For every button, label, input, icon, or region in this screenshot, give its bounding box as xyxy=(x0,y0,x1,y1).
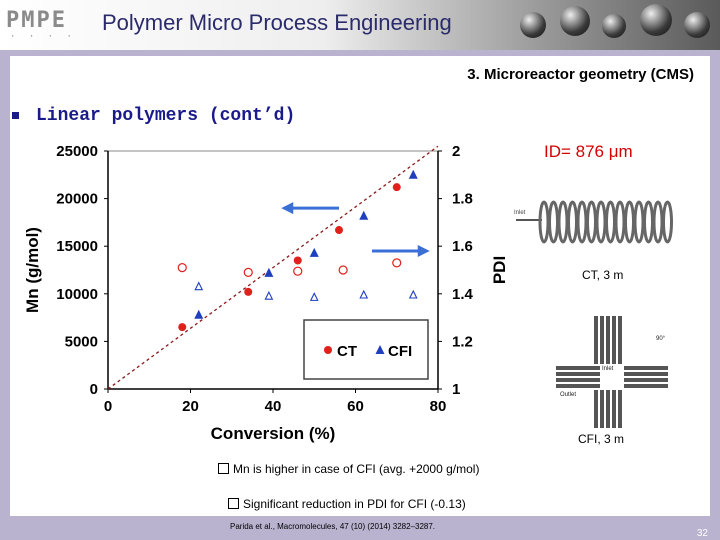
data-point-cfi-left xyxy=(309,247,319,257)
coiled-tube-icon: Inlet xyxy=(514,200,673,244)
y2-tick-label: 1.6 xyxy=(452,238,473,255)
data-point-cfi-right xyxy=(408,289,418,299)
cfi-inlet-label: Inlet xyxy=(602,366,614,372)
droplet-image xyxy=(560,6,590,36)
coil-top-label: CT, 3 m xyxy=(582,268,624,282)
coil-loop xyxy=(595,200,607,244)
logo-dots: · · · · xyxy=(10,32,76,42)
data-point-cfi-left xyxy=(359,210,369,220)
y-tick-label: 5000 xyxy=(65,333,98,350)
note-1-text: Mn is higher in case of CFI (avg. +2000 … xyxy=(233,462,480,476)
legend-ct-label: CT xyxy=(337,343,357,360)
y-tick-label: 0 xyxy=(90,381,98,398)
y-tick-label: 20000 xyxy=(56,191,98,208)
data-point-ct-right xyxy=(293,266,303,276)
legend-cfi-label: CFI xyxy=(388,343,412,360)
y-tick-label: 25000 xyxy=(56,143,98,160)
x-tick-label: 80 xyxy=(430,398,447,415)
data-point-ct-left xyxy=(244,287,253,296)
bullet-square-icon xyxy=(12,112,19,119)
data-point-cfi-left xyxy=(408,169,418,179)
y2-tick-label: 1.8 xyxy=(452,191,473,208)
coil-loop xyxy=(567,200,578,244)
coil-loop xyxy=(576,200,588,244)
slide-heading: Linear polymers (cont’d) xyxy=(36,106,296,126)
data-point-cfi-left xyxy=(194,309,204,319)
y2-tick-label: 1.2 xyxy=(452,333,473,350)
data-point-ct-right xyxy=(243,267,253,277)
legend-cfi-marker xyxy=(375,345,385,354)
data-point-ct-left xyxy=(335,226,343,235)
coil-loop xyxy=(614,200,626,244)
data-point-cfi-right xyxy=(359,289,369,299)
y2-tick-label: 2 xyxy=(452,143,460,160)
logo: PMPE xyxy=(6,8,67,33)
droplet-image xyxy=(602,14,626,38)
y2-axis-label: PDI xyxy=(490,256,509,284)
x-tick-label: 40 xyxy=(265,398,282,415)
coil-loop xyxy=(633,200,645,244)
coil-loop xyxy=(652,200,664,244)
y-axis-label: Mn (g/mol) xyxy=(23,227,42,313)
y-tick-label: 15000 xyxy=(56,238,98,255)
x-axis-label: Conversion (%) xyxy=(211,424,336,443)
note-2: Significant reduction in PDI for CFI (-0… xyxy=(228,497,466,511)
y-tick-label: 10000 xyxy=(56,286,98,303)
right-arrow-head xyxy=(417,244,430,257)
coil-bottom-label: CFI, 3 m xyxy=(578,432,625,446)
data-point-ct-right xyxy=(177,263,187,273)
ct-inlet-label: Inlet xyxy=(514,210,526,216)
data-point-ct-left xyxy=(293,256,302,265)
legend-ct-marker xyxy=(324,346,332,354)
cfi-angle-label: 90° xyxy=(656,336,666,342)
x-tick-label: 0 xyxy=(104,398,112,415)
cfi-coil-icon: 90° Inlet Outlet xyxy=(556,316,668,428)
droplet-image xyxy=(640,4,672,36)
coil-loop xyxy=(557,200,569,244)
trend-line xyxy=(107,145,439,390)
left-arrow-head xyxy=(281,202,294,215)
data-point-ct-left xyxy=(392,183,401,192)
coil-loop xyxy=(662,200,673,244)
coil-loop xyxy=(538,200,550,244)
coil-loop xyxy=(586,200,597,244)
banner-title: Polymer Micro Process Engineering xyxy=(102,10,452,35)
coil-loop xyxy=(643,200,654,244)
cfi-outlet-label: Outlet xyxy=(560,392,576,398)
coil-loop xyxy=(605,200,616,244)
data-point-ct-left xyxy=(178,323,187,332)
x-tick-label: 60 xyxy=(347,398,364,415)
note-1: Mn is higher in case of CFI (avg. +2000 … xyxy=(218,462,479,476)
checkbox-bullet-icon xyxy=(218,463,229,475)
checkbox-bullet-icon xyxy=(228,498,239,510)
citation: Parida et al., Macromolecules, 47 (10) (… xyxy=(230,522,436,531)
droplet-image xyxy=(520,12,546,38)
coil-loop xyxy=(624,200,635,244)
data-point-cfi-right xyxy=(264,290,274,300)
inner-diameter-label: ID= 876 μm xyxy=(544,142,633,161)
coil-loop xyxy=(548,200,559,244)
x-tick-label: 20 xyxy=(182,398,199,415)
droplet-image xyxy=(684,12,710,38)
note-2-text: Significant reduction in PDI for CFI (-0… xyxy=(243,497,466,511)
data-point-cfi-right xyxy=(309,292,319,301)
section-title: 3. Microreactor geometry (CMS) xyxy=(467,66,694,83)
data-point-cfi-right xyxy=(194,281,204,291)
y2-tick-label: 1 xyxy=(452,381,460,398)
data-point-ct-right xyxy=(392,258,402,268)
data-point-ct-right xyxy=(338,265,348,275)
header-banner: PMPE · · · · Polymer Micro Process Engin… xyxy=(0,0,720,50)
data-point-cfi-left xyxy=(264,267,274,277)
y2-tick-label: 1.4 xyxy=(452,286,474,303)
page-number: 32 xyxy=(696,528,708,539)
